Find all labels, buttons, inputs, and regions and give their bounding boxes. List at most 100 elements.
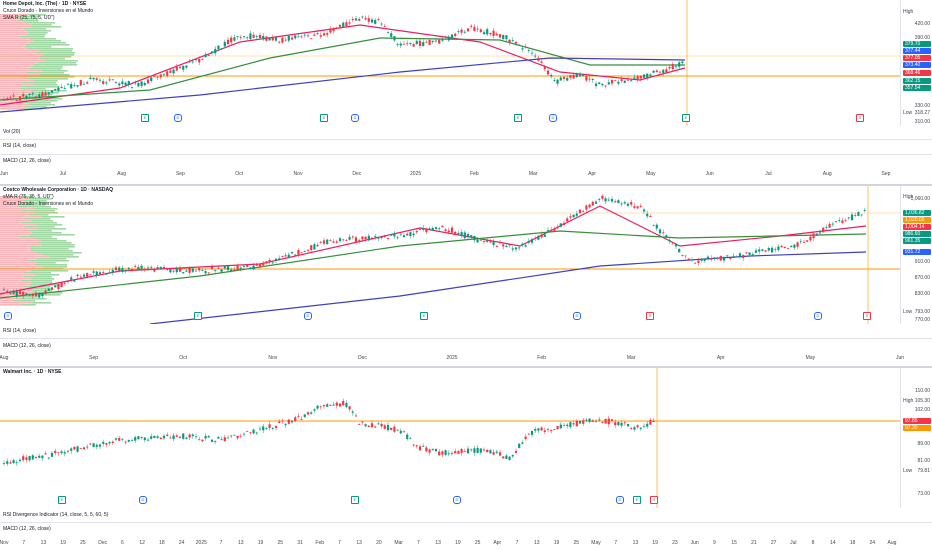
pane-costco[interactable]: Costco Wholesale Corporation · 1D · NASD… [0,186,932,366]
cost-macd-label[interactable]: MACD (12, 26, close) [3,343,51,349]
wmt-title[interactable]: Walmart Inc. · 1D · NYSE [3,369,62,375]
candle-body [265,428,268,429]
time-axis-label: Sep [89,355,99,361]
time-axis-label: Mar [394,540,403,546]
hd-time-axis[interactable]: Jun Jul Aug Sep Oct Nov Dec 2025 Feb Mar Apr May Jun… [0,170,900,179]
pane-divider[interactable] [0,184,932,186]
wmt-price-tag: 97.85 [903,418,931,424]
candle-body [182,272,185,274]
candle-body [620,79,623,82]
volume-profile-bar [0,86,22,88]
candle-body [572,74,575,79]
hd-legend-line-1[interactable]: Cruce Dorado - Inversiones en el Mundo [3,8,94,14]
volume-profile-bar [30,234,75,236]
candle-body [361,421,364,423]
cost-legend-line-1[interactable]: sMA R (75, 35, 5, UD") [3,194,54,200]
candle-body [844,219,847,221]
cost-rsi-label[interactable]: RSI (14, close) [3,328,37,334]
candle-body [402,235,406,238]
earnings-marker[interactable]: E [682,114,690,122]
volume-profile-bar [0,206,19,208]
volume-profile-bar [21,280,53,282]
volume-profile-bar [37,242,72,244]
earnings-marker[interactable]: E [420,312,428,320]
candle-body [114,438,118,440]
dividend-marker[interactable]: D [139,496,147,504]
wmt-price-axis[interactable]: 110.00 High 105.30 102.00 97.85 97.30 89… [900,368,932,508]
wmt-rsi-div-label[interactable]: RSI Divergence Indicator (14, close, 5, … [3,512,109,518]
dividend-marker[interactable]: D [304,312,312,320]
time-axis-label: Aug [822,171,832,177]
earnings-marker[interactable]: E [320,114,328,122]
volume-profile-bar [0,56,40,58]
split-marker[interactable]: S [646,312,654,320]
candle-body [668,66,671,69]
volume-profile-bar [0,236,20,238]
candle-body [444,450,447,455]
candle-body [326,404,329,407]
volume-profile-bar [0,294,38,296]
candle-body [642,74,646,78]
wmt-time-axis[interactable]: Nov 7 13 19 25 Dec 6 12 18 24 2025 7 13 19 25 31 Feb 7 13 2… [0,539,900,548]
time-axis-label: 2025 [410,171,422,177]
candle-body [268,424,271,428]
volume-profile-bar [0,210,22,212]
walmart-chart[interactable] [0,368,900,508]
candle-body [105,82,108,84]
candle-body [34,292,38,297]
earnings-marker[interactable]: E [514,114,522,122]
split-marker[interactable]: S [856,114,864,122]
earnings-marker[interactable]: E [633,496,641,504]
candle-body [44,92,47,96]
time-axis-label: Apr [493,540,502,546]
candle-body [454,451,457,454]
candle-body [223,41,226,47]
candle-body [642,425,646,427]
candle-body [546,230,550,232]
cost-title[interactable]: Costco Wholesale Corporation · 1D · NASD… [3,187,114,193]
earnings-marker[interactable]: E [351,496,359,504]
dividend-marker[interactable]: D [453,496,461,504]
volume-profile-bar [0,96,26,98]
split-marker[interactable]: S [650,496,658,504]
earnings-marker[interactable]: E [58,496,66,504]
candle-body [412,44,415,47]
hd-price-tag: 368.46 [903,70,931,76]
pane-home-depot[interactable]: Home Depot, Inc. (The) · 1D · NYSE Cruce… [0,0,932,184]
candle-body [239,435,242,437]
hd-price-axis[interactable]: High 420.00 390.00 379.70 377.44 377.05 … [900,0,932,126]
candle-body [623,80,626,83]
volume-profile-bar [0,36,20,38]
hd-legend-line-2[interactable]: SMA R (25, 75, 5, UD") [3,15,55,21]
pane-walmart[interactable]: Walmart Inc. · 1D · NYSE 110.00 High 105… [0,368,932,550]
candle-body [28,295,31,296]
earnings-marker[interactable]: E [194,312,202,320]
candle-body [140,437,143,439]
dividend-marker[interactable]: D [4,312,12,320]
split-marker[interactable]: S [863,312,871,320]
dividend-marker[interactable]: D [573,312,581,320]
candle-body [652,224,655,226]
pane-divider[interactable] [0,366,932,368]
earnings-marker[interactable]: E [141,114,149,122]
dividend-marker[interactable]: D [549,114,557,122]
dividend-marker[interactable]: D [174,114,182,122]
hd-vol-label[interactable]: Vol (20) [3,129,21,135]
candle-body [284,39,287,41]
hd-rsi-label[interactable]: RSI (14, close) [3,143,37,149]
volume-profile-bar [22,18,39,20]
cost-legend-line-2[interactable]: Cruce Dorado - Inversiones en el Mundo [3,201,94,207]
candle-body [566,424,569,427]
volume-profile-bar [0,242,38,244]
volume-profile-bar [0,198,29,200]
cost-time-axis[interactable]: Aug Sep Oct Nov Dec 2025 Feb Mar Apr May Jun [0,354,904,363]
hd-macd-label[interactable]: MACD (12, 26, close) [3,158,51,164]
costco-chart[interactable] [0,186,900,324]
dividend-marker[interactable]: D [814,312,822,320]
home-depot-chart[interactable] [0,0,900,126]
cost-price-axis[interactable]: High 1,060.00 1,036.82 1,020.00 1,004.14… [900,186,932,324]
hd-title[interactable]: Home Depot, Inc. (The) · 1D · NYSE [3,1,87,7]
wmt-macd-label[interactable]: MACD (12, 26, close) [3,526,51,532]
dividend-marker[interactable]: D [351,114,359,122]
dividend-marker[interactable]: D [616,496,624,504]
